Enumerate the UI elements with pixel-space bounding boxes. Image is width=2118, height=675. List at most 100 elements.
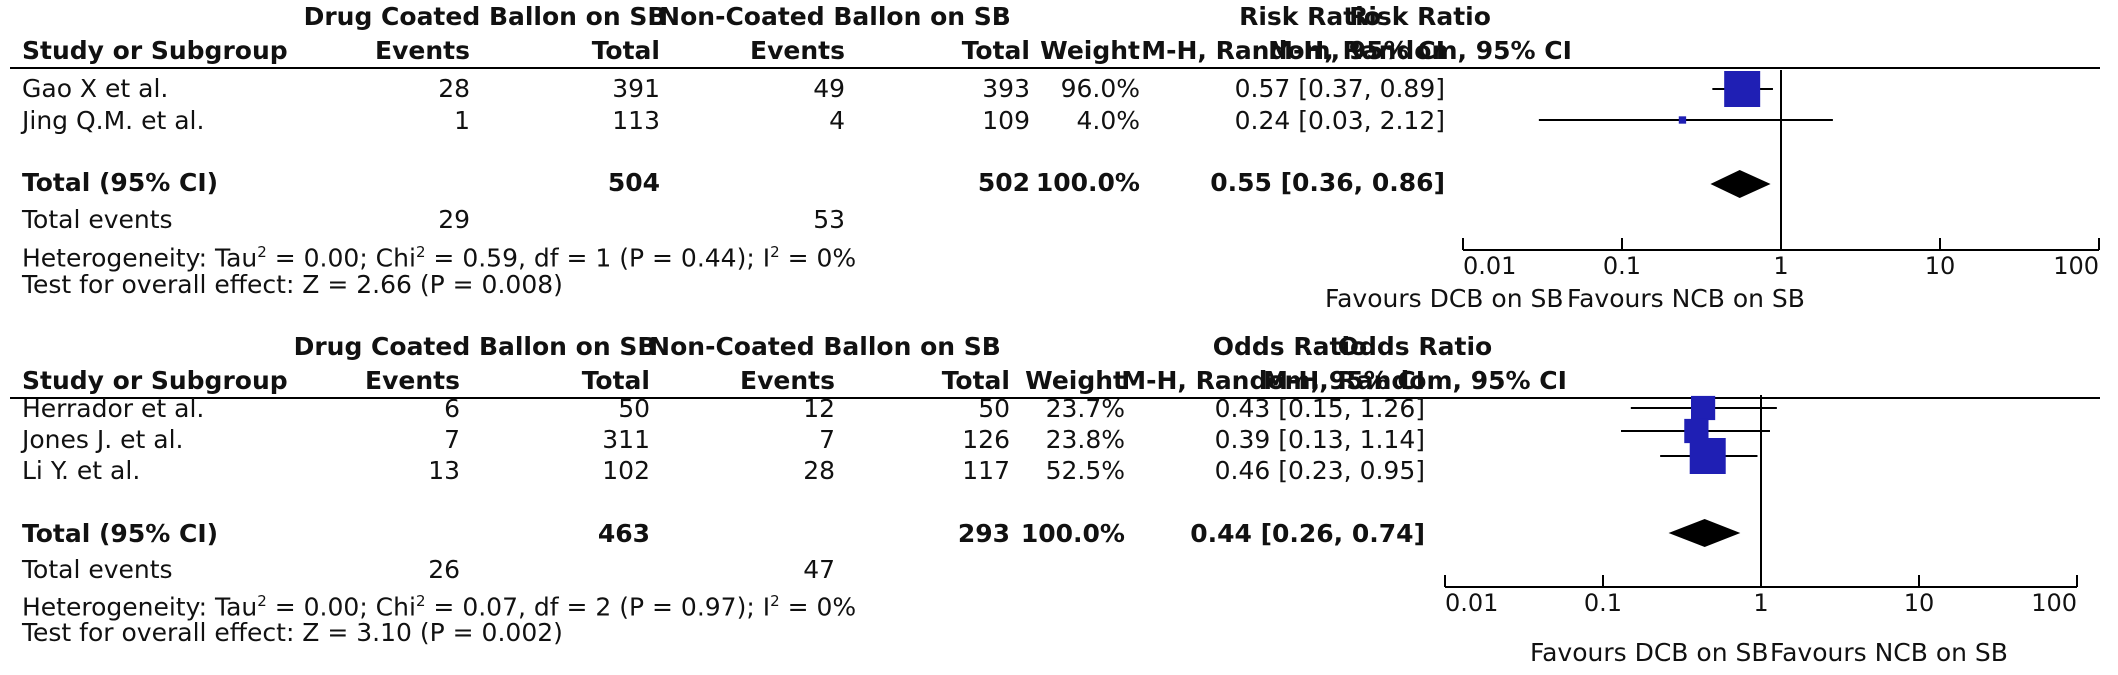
pooled-diamond [1668,519,1741,547]
total-events-label: Total events [22,205,173,234]
total-1: 463 [597,519,650,548]
weight: 4.0% [1076,106,1140,135]
measure-header: Odds Ratio [1212,332,1368,361]
col-events-1: Events [375,36,470,65]
x-tick-label: 0.1 [1584,589,1622,617]
plot-measure-header: Risk Ratio [1349,2,1491,31]
col-method: M-H, Random, 95% CI [1121,366,1425,395]
col-events-2: Events [750,36,845,65]
favours-left: Favours DCB on SB [1530,638,1769,667]
study-name: Li Y. et al. [22,456,141,485]
total-1: 102 [602,456,650,485]
plot-measure-header: Odds Ratio [1337,332,1493,361]
total-2: 109 [982,106,1030,135]
events-2: 12 [803,394,835,423]
col-study: Study or Subgroup [22,366,288,395]
study-name: Herrador et al. [22,394,205,423]
plot-col-method: M-H, Random, 95% CI [1268,36,1572,65]
heterogeneity: Heterogeneity: Tau2 = 0.00; Chi2 = 0.59,… [22,243,857,273]
x-tick-label: 10 [1925,252,1956,280]
x-tick-label: 0.01 [1463,252,1516,280]
total-events-2: 53 [813,205,845,234]
forest-plot: 0.01 0.1 1 10 100 [1462,70,2100,280]
col-total-2: Total [961,36,1030,65]
weight: 23.7% [1045,394,1125,423]
x-tick-label: 0.1 [1603,252,1641,280]
total-1: 50 [618,394,650,423]
total-label: Total (95% CI) [22,168,219,197]
col-study: Study or Subgroup [22,36,288,65]
x-tick-label: 10 [1904,589,1935,617]
total-weight: 100.0% [1020,519,1125,548]
total-1: 391 [612,74,660,103]
study-marker [1689,438,1726,474]
events-1: 28 [438,74,470,103]
total-1: 311 [602,425,650,454]
total-events-1: 29 [438,205,470,234]
total-events-2: 47 [803,555,835,584]
events-1: 7 [444,425,460,454]
heterogeneity: Heterogeneity: Tau2 = 0.00; Chi2 = 0.07,… [22,592,857,622]
total-label: Total (95% CI) [22,519,219,548]
total-2: 502 [977,168,1030,197]
study-name: Jing Q.M. et al. [22,106,205,135]
events-1: 1 [454,106,470,135]
col-method: M-H, Random, 95% CI [1141,36,1445,65]
ci-text: 0.43 [0.15, 1.26] [1214,394,1425,423]
pooled-diamond [1710,170,1771,198]
total-1: 113 [612,106,660,135]
total-2: 50 [978,394,1010,423]
forest-plot: 0.01 0.1 1 10 100 [1444,395,2078,617]
forest-panel-1: Drug Coated Ballon on SB Non-Coated Ball… [0,0,2118,330]
overall-effect: Test for overall effect: Z = 3.10 (P = 0… [22,618,563,647]
study-marker [1678,116,1687,124]
col-events-1: Events [365,366,460,395]
x-tick-label: 100 [2031,589,2077,617]
col-total-2: Total [941,366,1010,395]
col-total-1: Total [581,366,650,395]
x-tick-label: 1 [1773,252,1788,280]
header-rule [10,397,2100,399]
group-header-dcb: Drug Coated Ballon on SB [303,2,667,31]
weight: 96.0% [1060,74,1140,103]
ci-text: 0.46 [0.23, 0.95] [1214,456,1425,485]
total-2: 293 [957,519,1010,548]
x-tick-label: 0.01 [1445,589,1498,617]
total-2: 117 [962,456,1010,485]
x-tick-label: 100 [2053,252,2099,280]
events-2: 7 [819,425,835,454]
study-name: Gao X et al. [22,74,169,103]
events-1: 6 [444,394,460,423]
total-ci-text: 0.55 [0.36, 0.86] [1210,168,1445,197]
weight: 23.8% [1045,425,1125,454]
col-total-1: Total [591,36,660,65]
overall-effect: Test for overall effect: Z = 2.66 (P = 0… [22,270,563,299]
events-1: 13 [428,456,460,485]
events-2: 49 [813,74,845,103]
ci-text: 0.39 [0.13, 1.14] [1214,425,1425,454]
events-2: 28 [803,456,835,485]
group-header-ncb: Non-Coated Ballon on SB [649,332,1001,361]
favours-right: Favours NCB on SB [1770,638,2008,667]
plot-col-method: M-H, Random, 95% CI [1263,366,1567,395]
total-1: 504 [607,168,660,197]
total-weight: 100.0% [1035,168,1140,197]
x-tick-label: 1 [1753,589,1768,617]
favours-left: Favours DCB on SB [1325,284,1564,313]
study-name: Jones J. et al. [22,425,184,454]
study-marker [1690,395,1716,421]
forest-panel-2: Drug Coated Ballon on SB Non-Coated Ball… [0,330,2118,675]
total-events-1: 26 [428,555,460,584]
favours-right: Favours NCB on SB [1567,284,1805,313]
weight: 52.5% [1045,456,1125,485]
group-header-ncb: Non-Coated Ballon on SB [659,2,1011,31]
total-2: 393 [982,74,1030,103]
col-weight: Weight [1025,366,1125,395]
group-header-dcb: Drug Coated Ballon on SB [293,332,657,361]
study-marker [1724,71,1761,107]
total-ci-text: 0.44 [0.26, 0.74] [1190,519,1425,548]
col-events-2: Events [740,366,835,395]
total-2: 126 [962,425,1010,454]
col-weight: Weight [1040,36,1140,65]
header-rule [10,67,2100,69]
